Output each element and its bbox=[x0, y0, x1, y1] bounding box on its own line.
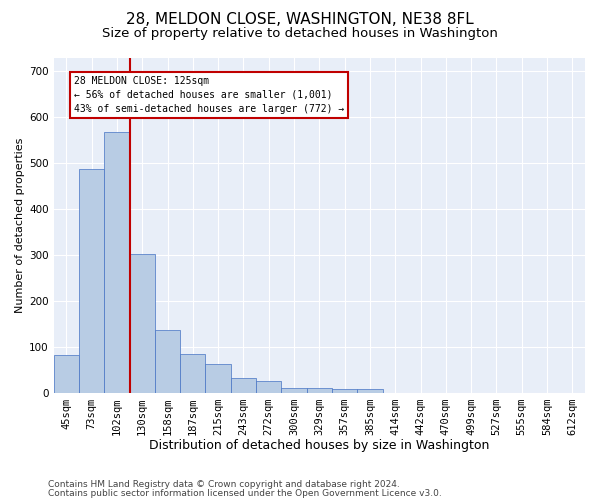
Y-axis label: Number of detached properties: Number of detached properties bbox=[15, 138, 25, 313]
Bar bbox=[79, 168, 104, 393]
Text: Contains public sector information licensed under the Open Government Licence v3: Contains public sector information licen… bbox=[48, 489, 442, 498]
Bar bbox=[256, 381, 281, 393]
Bar bbox=[281, 388, 307, 393]
Bar bbox=[357, 389, 383, 393]
Text: Size of property relative to detached houses in Washington: Size of property relative to detached ho… bbox=[102, 28, 498, 40]
X-axis label: Distribution of detached houses by size in Washington: Distribution of detached houses by size … bbox=[149, 440, 490, 452]
Bar bbox=[205, 364, 231, 393]
Bar bbox=[180, 354, 205, 393]
Bar bbox=[130, 254, 155, 393]
Text: 28 MELDON CLOSE: 125sqm
← 56% of detached houses are smaller (1,001)
43% of semi: 28 MELDON CLOSE: 125sqm ← 56% of detache… bbox=[74, 76, 344, 114]
Bar bbox=[307, 388, 332, 393]
Bar bbox=[332, 389, 357, 393]
Bar bbox=[155, 330, 180, 393]
Text: Contains HM Land Registry data © Crown copyright and database right 2024.: Contains HM Land Registry data © Crown c… bbox=[48, 480, 400, 489]
Bar bbox=[104, 132, 130, 393]
Text: 28, MELDON CLOSE, WASHINGTON, NE38 8FL: 28, MELDON CLOSE, WASHINGTON, NE38 8FL bbox=[126, 12, 474, 28]
Bar bbox=[53, 356, 79, 393]
Bar bbox=[231, 378, 256, 393]
